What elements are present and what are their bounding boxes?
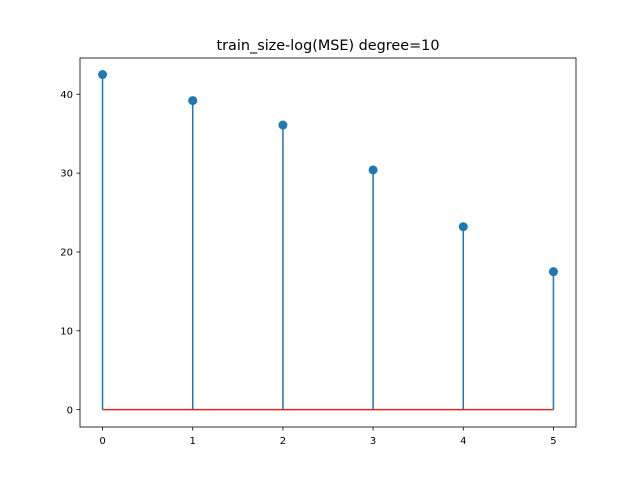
axes-frame <box>79 57 577 428</box>
x-tick-label: 3 <box>370 436 376 447</box>
x-tick-label: 2 <box>280 436 286 447</box>
y-tick-label: 0 <box>67 405 73 416</box>
x-tick-label: 5 <box>550 436 556 447</box>
chart-title: train_size-log(MSE) degree=10 <box>217 38 440 54</box>
stem-marker <box>458 222 468 232</box>
stem-marker <box>368 165 378 175</box>
y-tick-label: 40 <box>60 90 73 101</box>
plot-area <box>98 70 558 411</box>
y-tick-label: 20 <box>60 248 73 259</box>
x-tick-label: 0 <box>99 436 105 447</box>
y-tick-label: 30 <box>60 169 73 180</box>
axes: 0 1 2 3 4 5 0 10 20 30 40 <box>60 57 577 447</box>
stem-marker <box>278 120 288 130</box>
stem-marker <box>548 267 558 277</box>
stem-marker <box>98 70 108 80</box>
y-tick-label: 10 <box>60 326 73 337</box>
x-tick-label: 4 <box>460 436 466 447</box>
stem-marker <box>188 96 198 106</box>
x-tick-label: 1 <box>190 436 196 447</box>
